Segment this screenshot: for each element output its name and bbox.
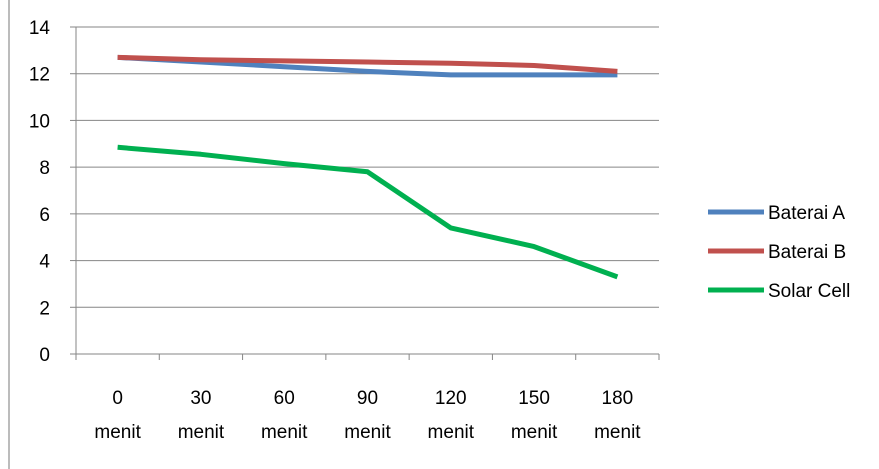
legend-item: Baterai B	[708, 242, 846, 263]
series-line-1	[117, 54, 618, 74]
legend-item: Baterai A	[708, 203, 845, 224]
legend-label: Baterai B	[768, 242, 846, 263]
x-tick-label: menit	[344, 422, 391, 443]
legend-item: Solar Cell	[708, 281, 850, 302]
y-tick-label: 10	[29, 111, 50, 132]
y-tick-label: 14	[29, 18, 51, 39]
x-tick-label: menit	[261, 422, 308, 443]
x-tick-label: menit	[594, 422, 641, 443]
x-tick-label: 90	[357, 388, 378, 409]
x-tick-label: 30	[190, 388, 211, 409]
y-tick-label: 8	[39, 158, 50, 179]
x-tick-label: menit	[178, 422, 225, 443]
y-axis-tick-labels: 0 2 4 6 8 10 12 14	[29, 18, 51, 366]
y-tick-label: 2	[39, 298, 50, 319]
x-tick-label: 0	[112, 388, 123, 409]
x-axis-tick-labels: 0 menit 30 menit 60 menit 90 menit 120 menit 150 me…	[94, 388, 641, 443]
y-tick-label: 0	[39, 345, 50, 366]
series-line-2	[117, 144, 619, 280]
gridlines	[76, 26, 659, 308]
x-tick-label: 150	[518, 388, 550, 409]
axes	[70, 26, 660, 360]
legend-label: Baterai A	[768, 203, 845, 224]
x-tick-label: menit	[511, 422, 558, 443]
x-tick-label: menit	[428, 422, 475, 443]
y-tick-label: 4	[39, 252, 50, 273]
legend-label: Solar Cell	[768, 281, 850, 302]
y-tick-label: 12	[29, 65, 50, 86]
x-tick-label: 60	[274, 388, 295, 409]
legend: Baterai A Baterai B Solar Cell	[708, 203, 850, 302]
x-tick-label: 180	[602, 388, 634, 409]
x-tick-label: menit	[94, 422, 141, 443]
y-tick-label: 6	[39, 205, 50, 226]
x-tick-label: 120	[435, 388, 467, 409]
series-lines	[117, 54, 619, 280]
